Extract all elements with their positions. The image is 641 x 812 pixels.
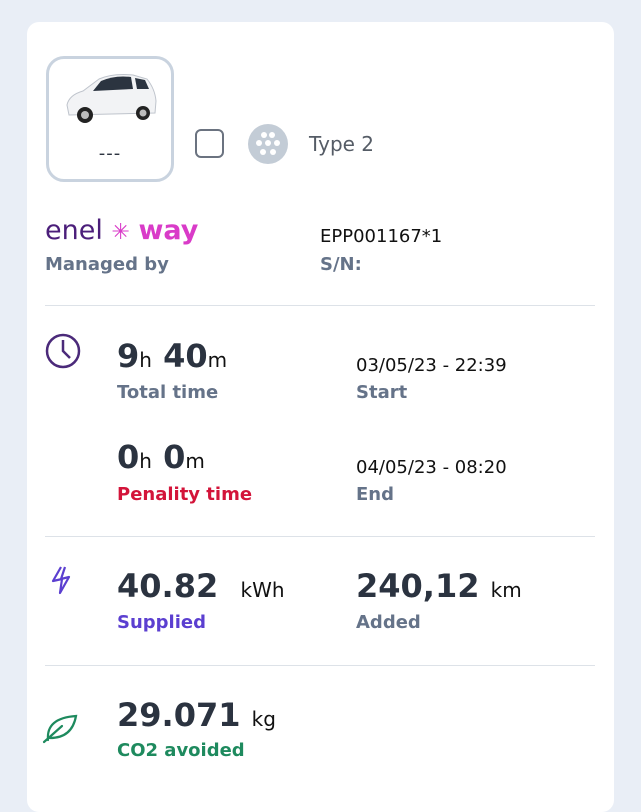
serial-number: EPP001167*1 [320, 226, 443, 247]
charging-session-card: --- Type 2 enel ✳ way Managed by EPP0011… [27, 22, 614, 812]
vehicle-card[interactable]: --- [46, 56, 174, 182]
end-time: 04/05/23 - 08:20 [356, 457, 507, 478]
start-label: Start [356, 382, 408, 403]
energy-supplied-value: 40.82 kWh [117, 567, 285, 605]
leaf-icon [42, 714, 78, 744]
end-label: End [356, 484, 394, 505]
clock-icon [45, 333, 81, 369]
select-checkbox[interactable] [195, 129, 224, 158]
km-added-value: 240,12 km [356, 567, 522, 605]
start-time: 03/05/23 - 22:39 [356, 355, 507, 376]
penalty-time-label: Penality time [117, 484, 253, 505]
added-label: Added [356, 612, 421, 633]
managed-by-label: Managed by [45, 254, 169, 275]
total-time-label: Total time [117, 382, 219, 403]
total-time-value: 9h 40m [117, 337, 228, 375]
lightning-icon [51, 566, 71, 595]
penalty-time-value: 0h 0m [117, 438, 205, 476]
divider [45, 665, 595, 666]
type2-plug-icon [248, 124, 288, 164]
co2-value: 29.071 kg [117, 696, 276, 734]
supplied-label: Supplied [117, 612, 206, 633]
logo-way: way [138, 215, 199, 246]
divider [45, 305, 595, 306]
connector-type: Type 2 [309, 132, 375, 156]
logo-enel: enel [45, 215, 103, 246]
enel-way-logo: enel ✳ way [45, 215, 198, 249]
serial-label: S/N: [320, 254, 362, 275]
co2-label: CO2 avoided [117, 740, 245, 761]
divider [45, 536, 595, 537]
vehicle-name: --- [98, 143, 122, 164]
sparkle-icon: ✳ [111, 220, 130, 245]
car-image [66, 74, 157, 123]
